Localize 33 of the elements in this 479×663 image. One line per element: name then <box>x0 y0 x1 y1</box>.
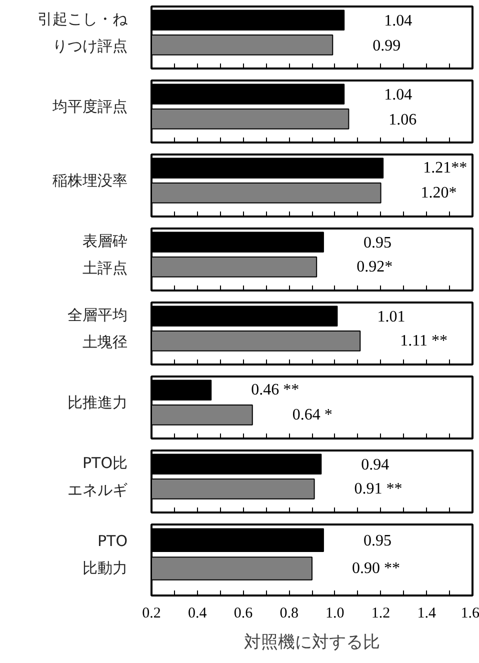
data-label: 0.90 ** <box>352 560 400 578</box>
x-tick-label: 1.2 <box>371 606 390 622</box>
y-tick-label: PTO比エネルギ <box>68 454 128 500</box>
data-label: 1.21** <box>423 160 468 177</box>
data-label: 0.64 * <box>292 406 332 424</box>
x-tick-label: 1.4 <box>417 606 437 622</box>
data-label: 0.92* <box>356 258 393 276</box>
y-tick-label: 均平度評点 <box>52 98 128 116</box>
data-label: 0.46 ** <box>251 382 300 399</box>
y-tick-label: 稲株埋没率 <box>52 172 128 190</box>
x-tick-label: 1.0 <box>326 606 344 622</box>
y-tick-label: 比推進力 <box>68 394 128 412</box>
x-tick-label: 0.2 <box>142 606 161 622</box>
data-label: 0.95 <box>363 234 392 252</box>
data-label: 1.04 <box>384 86 412 104</box>
x-tick-label: 0.8 <box>280 606 298 622</box>
data-label: 1.04 <box>384 12 412 30</box>
data-label: 1.20* <box>420 184 457 202</box>
y-tick-label: 引起こし・ねりつけ評点 <box>38 10 128 56</box>
y-tick-label: 表層砕土評点 <box>82 232 128 278</box>
data-label: 0.95 <box>363 532 392 550</box>
data-label: 0.99 <box>372 37 401 54</box>
data-label: 1.11 ** <box>400 332 448 350</box>
data-label: 1.06 <box>388 111 417 128</box>
data-label: 0.91 ** <box>354 480 402 498</box>
x-tick-label: 0.4 <box>188 606 208 622</box>
data-label: 0.94 <box>361 456 390 474</box>
x-tick-label: 1.6 <box>460 606 479 622</box>
x-axis-title: 対照機に対する比 <box>244 632 380 652</box>
y-tick-label: 全層平均土塊径 <box>68 306 128 352</box>
x-tick-label: 0.6 <box>234 606 254 622</box>
data-label: 1.01 <box>377 308 406 326</box>
y-tick-label: PTO比動力 <box>82 532 128 577</box>
